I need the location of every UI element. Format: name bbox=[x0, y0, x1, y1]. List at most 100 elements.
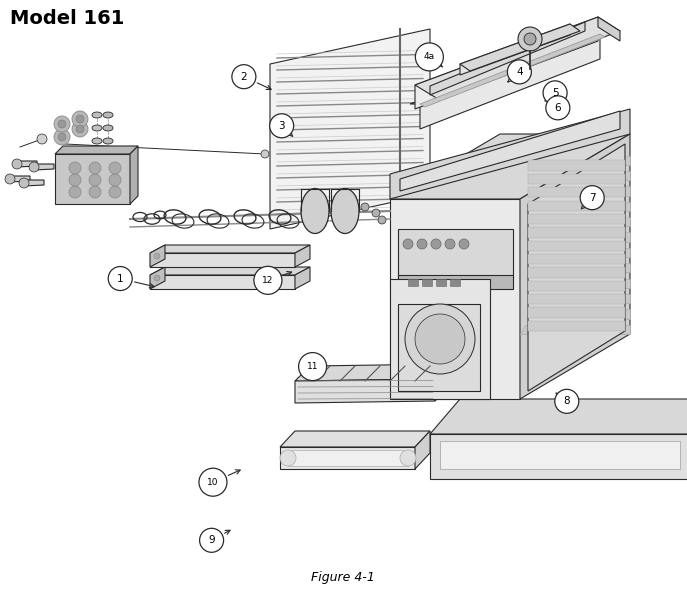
Text: 6: 6 bbox=[554, 103, 561, 113]
Circle shape bbox=[89, 162, 101, 174]
Circle shape bbox=[72, 121, 88, 137]
Ellipse shape bbox=[92, 138, 102, 144]
Ellipse shape bbox=[103, 125, 113, 131]
Bar bbox=[422, 279, 432, 286]
Polygon shape bbox=[150, 245, 310, 253]
Circle shape bbox=[69, 174, 81, 186]
Bar bbox=[398, 229, 513, 279]
Polygon shape bbox=[528, 310, 630, 319]
Polygon shape bbox=[430, 22, 585, 95]
Polygon shape bbox=[520, 325, 630, 334]
Polygon shape bbox=[537, 294, 630, 303]
Polygon shape bbox=[17, 161, 37, 167]
Polygon shape bbox=[295, 364, 450, 381]
Circle shape bbox=[280, 450, 296, 466]
Polygon shape bbox=[415, 17, 598, 109]
Circle shape bbox=[154, 253, 160, 259]
Polygon shape bbox=[420, 34, 605, 107]
Polygon shape bbox=[430, 434, 687, 479]
Circle shape bbox=[154, 275, 160, 281]
Polygon shape bbox=[55, 154, 130, 204]
Polygon shape bbox=[10, 176, 30, 182]
Polygon shape bbox=[150, 253, 295, 267]
Polygon shape bbox=[598, 17, 620, 41]
Circle shape bbox=[109, 162, 121, 174]
Circle shape bbox=[459, 239, 469, 249]
Polygon shape bbox=[596, 186, 630, 195]
Circle shape bbox=[109, 267, 132, 291]
Polygon shape bbox=[390, 134, 630, 199]
Circle shape bbox=[555, 389, 578, 413]
Polygon shape bbox=[440, 441, 680, 469]
Polygon shape bbox=[571, 232, 630, 241]
Text: 8: 8 bbox=[563, 397, 570, 406]
Polygon shape bbox=[295, 267, 310, 289]
Text: 2: 2 bbox=[240, 72, 247, 81]
Circle shape bbox=[416, 43, 443, 71]
Text: 11: 11 bbox=[307, 362, 318, 371]
Bar bbox=[408, 279, 418, 286]
Polygon shape bbox=[150, 267, 310, 275]
Circle shape bbox=[12, 159, 22, 169]
Polygon shape bbox=[130, 146, 138, 204]
Circle shape bbox=[89, 186, 101, 198]
Circle shape bbox=[405, 304, 475, 374]
Ellipse shape bbox=[301, 189, 329, 234]
Ellipse shape bbox=[103, 138, 113, 144]
Circle shape bbox=[524, 33, 536, 45]
Circle shape bbox=[372, 209, 380, 217]
Circle shape bbox=[5, 174, 15, 184]
Ellipse shape bbox=[92, 112, 102, 118]
Text: 4: 4 bbox=[516, 67, 523, 77]
Circle shape bbox=[445, 239, 455, 249]
Text: 9: 9 bbox=[208, 536, 215, 545]
Polygon shape bbox=[528, 187, 625, 198]
Ellipse shape bbox=[103, 112, 113, 118]
Polygon shape bbox=[410, 34, 600, 104]
Polygon shape bbox=[528, 294, 625, 304]
Polygon shape bbox=[150, 275, 295, 289]
Circle shape bbox=[431, 239, 441, 249]
Polygon shape bbox=[528, 144, 625, 391]
Circle shape bbox=[200, 528, 223, 552]
Polygon shape bbox=[400, 111, 620, 191]
Polygon shape bbox=[545, 279, 630, 288]
Polygon shape bbox=[528, 307, 625, 317]
Ellipse shape bbox=[92, 125, 102, 131]
Circle shape bbox=[54, 129, 70, 145]
Circle shape bbox=[361, 203, 369, 211]
Polygon shape bbox=[24, 180, 44, 186]
Circle shape bbox=[518, 27, 542, 51]
Polygon shape bbox=[528, 201, 625, 211]
Circle shape bbox=[76, 115, 84, 123]
Circle shape bbox=[254, 267, 282, 294]
Circle shape bbox=[508, 60, 531, 84]
Polygon shape bbox=[460, 24, 570, 75]
Polygon shape bbox=[562, 248, 630, 257]
Circle shape bbox=[270, 114, 293, 138]
Polygon shape bbox=[605, 171, 630, 180]
Text: 3: 3 bbox=[278, 121, 285, 131]
Polygon shape bbox=[528, 320, 625, 331]
Polygon shape bbox=[528, 227, 625, 237]
Circle shape bbox=[58, 120, 66, 128]
Circle shape bbox=[400, 450, 416, 466]
Polygon shape bbox=[270, 29, 430, 229]
Circle shape bbox=[109, 174, 121, 186]
Circle shape bbox=[72, 111, 88, 127]
Circle shape bbox=[69, 162, 81, 174]
Polygon shape bbox=[430, 399, 687, 434]
Circle shape bbox=[417, 239, 427, 249]
Ellipse shape bbox=[331, 189, 359, 234]
Polygon shape bbox=[613, 156, 630, 165]
Polygon shape bbox=[398, 304, 480, 391]
Text: Figure 4-1: Figure 4-1 bbox=[311, 571, 375, 584]
Text: 4a: 4a bbox=[424, 52, 435, 62]
Circle shape bbox=[378, 216, 386, 224]
Polygon shape bbox=[415, 431, 430, 469]
Polygon shape bbox=[528, 281, 625, 291]
Polygon shape bbox=[295, 379, 435, 403]
Polygon shape bbox=[528, 161, 625, 171]
Polygon shape bbox=[528, 267, 625, 277]
Polygon shape bbox=[528, 241, 625, 251]
